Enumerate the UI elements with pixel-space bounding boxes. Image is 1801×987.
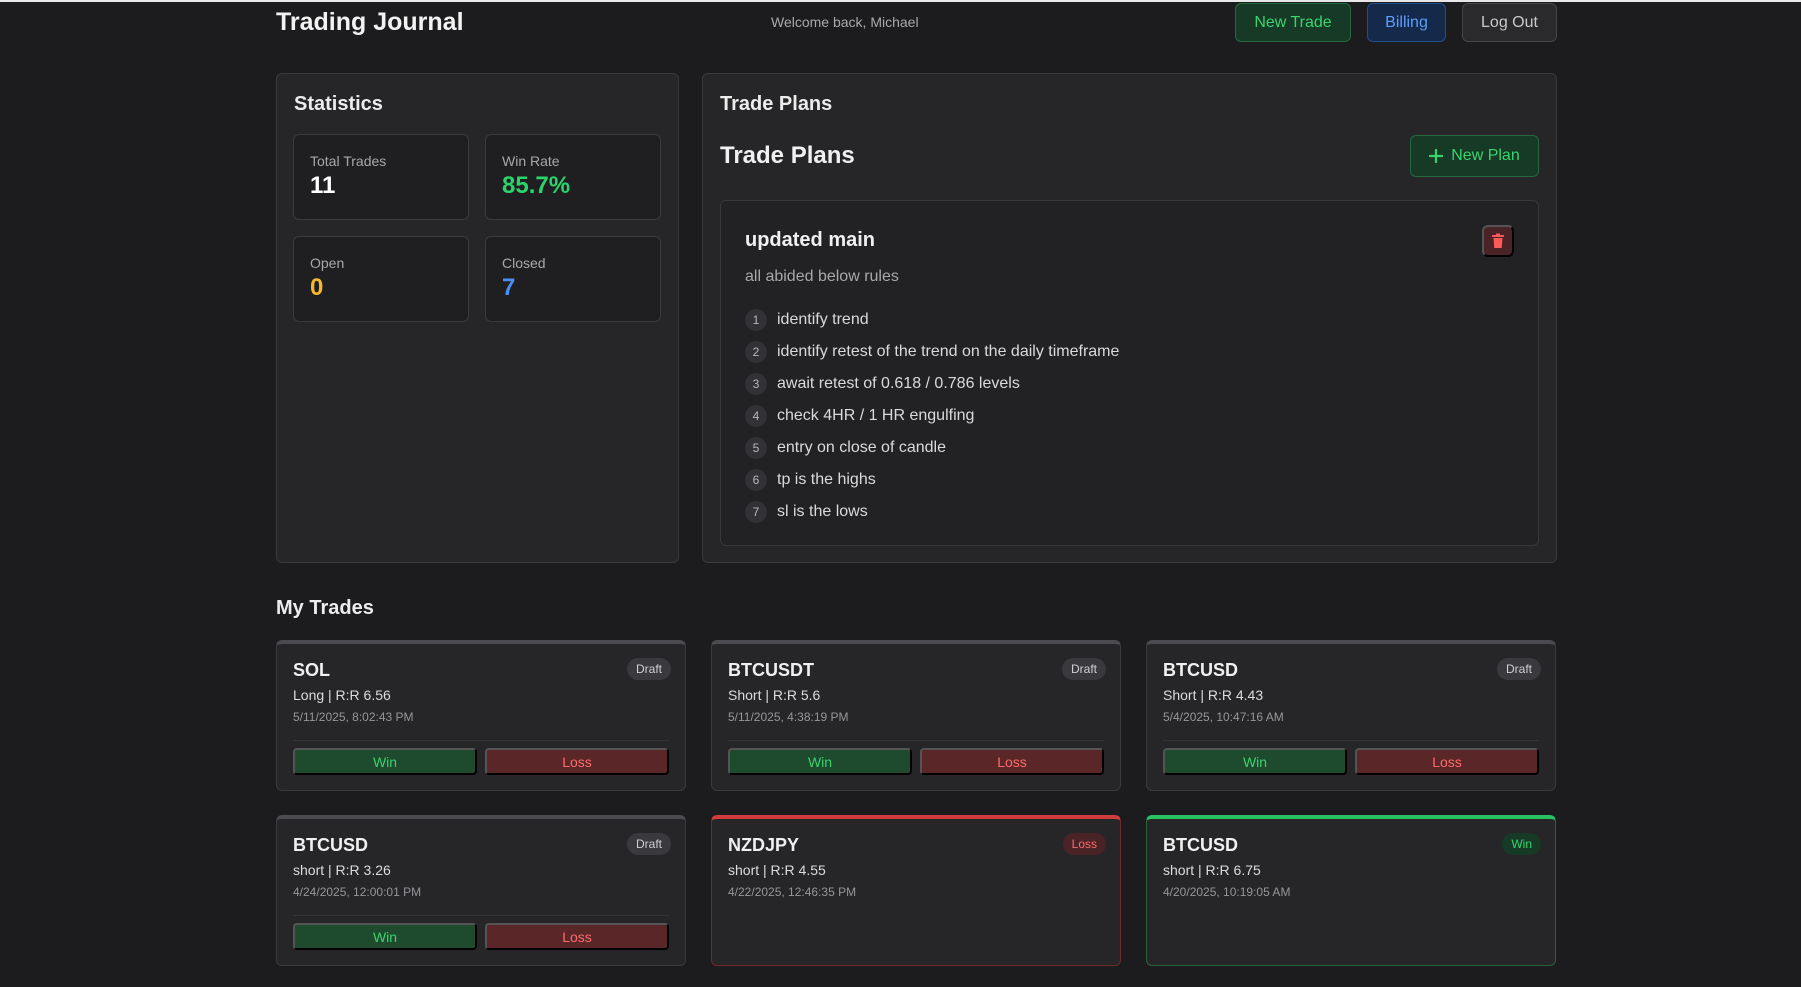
mark-win-button[interactable]: Win — [728, 748, 912, 775]
plan-rule: 5 entry on close of candle — [745, 432, 1119, 464]
trade-divider — [1163, 740, 1539, 741]
stat-closed: Closed 7 — [485, 236, 661, 322]
plan-rule: 1 identify trend — [745, 304, 1119, 336]
trade-status-badge: Win — [1502, 833, 1541, 855]
trade-card[interactable]: BTCUSD Short | R:R 4.43 5/4/2025, 10:47:16… — [1146, 640, 1556, 791]
plan-rule: 7 sl is the lows — [745, 496, 1119, 528]
rule-text: tp is the highs — [777, 471, 876, 488]
trade-direction-rr: Short | R:R 5.6 — [728, 687, 821, 703]
mark-loss-button[interactable]: Loss — [485, 748, 669, 775]
mark-win-button[interactable]: Win — [1163, 748, 1347, 775]
stat-label: Open — [310, 255, 345, 271]
trade-symbol: BTCUSD — [293, 835, 368, 855]
trade-status-badge: Draft — [626, 658, 671, 680]
rule-number: 6 — [745, 469, 767, 491]
trade-date: 4/22/2025, 12:46:35 PM — [728, 885, 857, 899]
stat-win-rate: Win Rate 85.7% — [485, 134, 661, 220]
rule-number: 1 — [745, 309, 767, 331]
trade-direction-rr: short | R:R 6.75 — [1163, 862, 1261, 878]
plan-description: all abided below rules — [745, 268, 899, 285]
new-plan-button[interactable]: New Plan — [1410, 135, 1539, 177]
trade-plans-heading: Trade Plans — [720, 142, 855, 169]
stat-value: 0 — [310, 274, 324, 301]
logout-button[interactable]: Log Out — [1462, 3, 1557, 42]
mark-loss-button[interactable]: Loss — [1355, 748, 1539, 775]
trade-date: 4/24/2025, 12:00:01 PM — [293, 885, 422, 899]
trade-date: 5/11/2025, 4:38:19 PM — [728, 710, 849, 724]
trade-symbol: NZDJPY — [728, 835, 800, 855]
stat-open: Open 0 — [293, 236, 469, 322]
rule-text: identify trend — [777, 311, 869, 328]
mark-loss-button[interactable]: Loss — [485, 923, 669, 950]
trade-symbol: SOL — [293, 660, 331, 680]
plan-rule: 6 tp is the highs — [745, 464, 1119, 496]
trade-card[interactable]: BTCUSD short | R:R 3.26 4/24/2025, 12:00:0… — [276, 815, 686, 966]
trade-plans-panel-title: Trade Plans — [720, 93, 833, 115]
my-trades-title: My Trades — [276, 597, 374, 619]
trade-divider — [293, 740, 669, 741]
top-border — [0, 0, 1801, 2]
trade-date: 5/11/2025, 8:02:43 PM — [293, 710, 414, 724]
plan-name: updated main — [745, 229, 876, 251]
plan-rules-list: 1 identify trend 2 identify retest of the t… — [745, 304, 1119, 528]
trade-divider — [293, 915, 669, 916]
welcome-message: Welcome back, Michael — [771, 14, 919, 30]
mark-win-button[interactable]: Win — [293, 923, 477, 950]
stat-value: 7 — [502, 274, 516, 301]
trade-card[interactable]: NZDJPY short | R:R 4.55 4/22/2025, 12:46:3… — [711, 815, 1121, 966]
plus-icon — [1429, 149, 1444, 163]
plan-rule: 2 identify retest of the trend on the dai… — [745, 336, 1119, 368]
stat-label: Win Rate — [502, 153, 560, 169]
trade-card[interactable]: SOL Long | R:R 6.56 5/11/2025, 8:02:43 PM D… — [276, 640, 686, 791]
trade-status-badge: Draft — [626, 833, 671, 855]
trade-card[interactable]: BTCUSDT Short | R:R 5.6 5/11/2025, 4:38:19… — [711, 640, 1121, 791]
new-plan-label: New Plan — [1451, 147, 1520, 164]
rule-text: identify retest of the trend on the dail… — [777, 343, 1120, 360]
plan-rule: 3 await retest of 0.618 / 0.786 levels — [745, 368, 1119, 400]
trade-direction-rr: short | R:R 3.26 — [293, 862, 391, 878]
rule-text: entry on close of candle — [777, 439, 946, 456]
rule-number: 2 — [745, 341, 767, 363]
trade-direction-rr: Long | R:R 6.56 — [293, 687, 391, 703]
delete-plan-button[interactable] — [1482, 225, 1514, 257]
statistics-title: Statistics — [294, 93, 383, 115]
trade-card[interactable]: BTCUSD short | R:R 6.75 4/20/2025, 10:19:0… — [1146, 815, 1556, 966]
mark-loss-button[interactable]: Loss — [920, 748, 1104, 775]
plan-rule: 4 check 4HR / 1 HR engulfing — [745, 400, 1119, 432]
trade-direction-rr: Short | R:R 4.43 — [1163, 687, 1264, 703]
app-header: Trading Journal Welcome back, Michael Ne… — [276, 2, 1557, 44]
stat-label: Closed — [502, 255, 546, 271]
rule-text: check 4HR / 1 HR engulfing — [777, 407, 975, 424]
trade-plans-panel: Trade Plans Trade Plans New Plan updated… — [702, 73, 1557, 563]
stat-label: Total Trades — [310, 153, 387, 169]
stat-value: 85.7% — [502, 172, 571, 199]
rule-number: 3 — [745, 373, 767, 395]
rule-number: 7 — [745, 501, 767, 523]
rule-number: 5 — [745, 437, 767, 459]
rule-text: await retest of 0.618 / 0.786 levels — [777, 375, 1020, 392]
trade-status-badge: Draft — [1061, 658, 1106, 680]
plan-card: updated main all abided below rules 1 ide… — [720, 200, 1539, 546]
trade-direction-rr: short | R:R 4.55 — [728, 862, 826, 878]
trade-divider — [728, 740, 1104, 741]
stat-total-trades: Total Trades 11 — [293, 134, 469, 220]
trade-status-badge: Draft — [1496, 658, 1541, 680]
app-title: Trading Journal — [276, 8, 464, 36]
rule-number: 4 — [745, 405, 767, 427]
statistics-panel: Statistics Total Trades 11 Win Rate 85.7… — [276, 73, 679, 563]
mark-win-button[interactable]: Win — [293, 748, 477, 775]
rule-text: sl is the lows — [777, 503, 868, 520]
billing-button[interactable]: Billing — [1367, 3, 1446, 42]
trade-symbol: BTCUSDT — [728, 660, 814, 680]
trade-status-badge: Loss — [1062, 833, 1106, 855]
trade-symbol: BTCUSD — [1163, 835, 1238, 855]
trade-symbol: BTCUSD — [1163, 660, 1238, 680]
stat-value: 11 — [310, 172, 336, 199]
trade-date: 4/20/2025, 10:19:05 AM — [1163, 885, 1291, 899]
new-trade-button[interactable]: New Trade — [1235, 3, 1351, 42]
trade-date: 5/4/2025, 10:47:16 AM — [1163, 710, 1284, 724]
trash-icon — [1492, 233, 1504, 248]
